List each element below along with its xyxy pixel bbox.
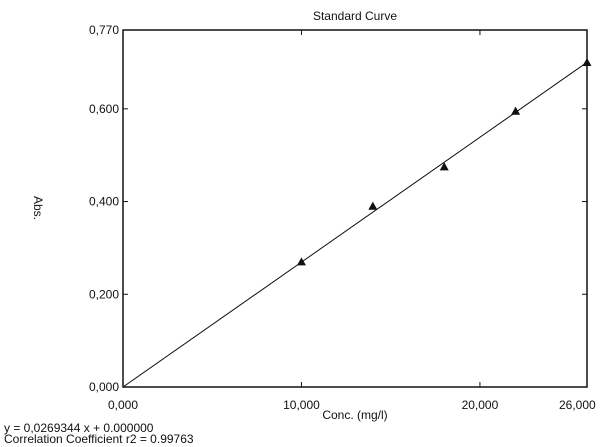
x-tick-label-2: 20,000	[462, 398, 499, 412]
y-axis-label: Abs.	[31, 196, 45, 220]
regression-equation: y = 0,0269344 x + 0.000000	[4, 421, 154, 435]
axis-ticks: 0,000 10,000 20,000 26,000 0,000 0,200 0,400 0,…	[89, 23, 596, 412]
x-tick-label-1: 10,000	[283, 398, 320, 412]
y-tick-label-3: 0,600	[89, 102, 119, 116]
fit-line-group	[122, 61, 588, 388]
data-point-1	[368, 201, 378, 210]
data-point-4	[582, 57, 592, 67]
data-point-0	[296, 257, 306, 266]
plot-area	[122, 29, 588, 388]
x-axis-label: Conc. (mg/l)	[322, 408, 387, 422]
data-point-3	[511, 106, 521, 115]
data-points	[296, 57, 592, 266]
y-tick-label-2: 0,400	[89, 195, 119, 209]
x-tick-label-0: 0,000	[108, 398, 138, 412]
x-tick-label-3: 26,000	[559, 398, 596, 412]
y-tick-label-0: 0,000	[89, 380, 119, 394]
y-tick-label-1: 0,200	[89, 287, 119, 301]
fit-line	[122, 61, 588, 388]
correlation-coefficient: Correlation Coefficient r2 = 0.99763	[4, 432, 194, 446]
chart-title: Standard Curve	[313, 9, 397, 23]
data-point-2	[439, 162, 449, 171]
y-tick-label-4: 0,770	[89, 23, 119, 37]
